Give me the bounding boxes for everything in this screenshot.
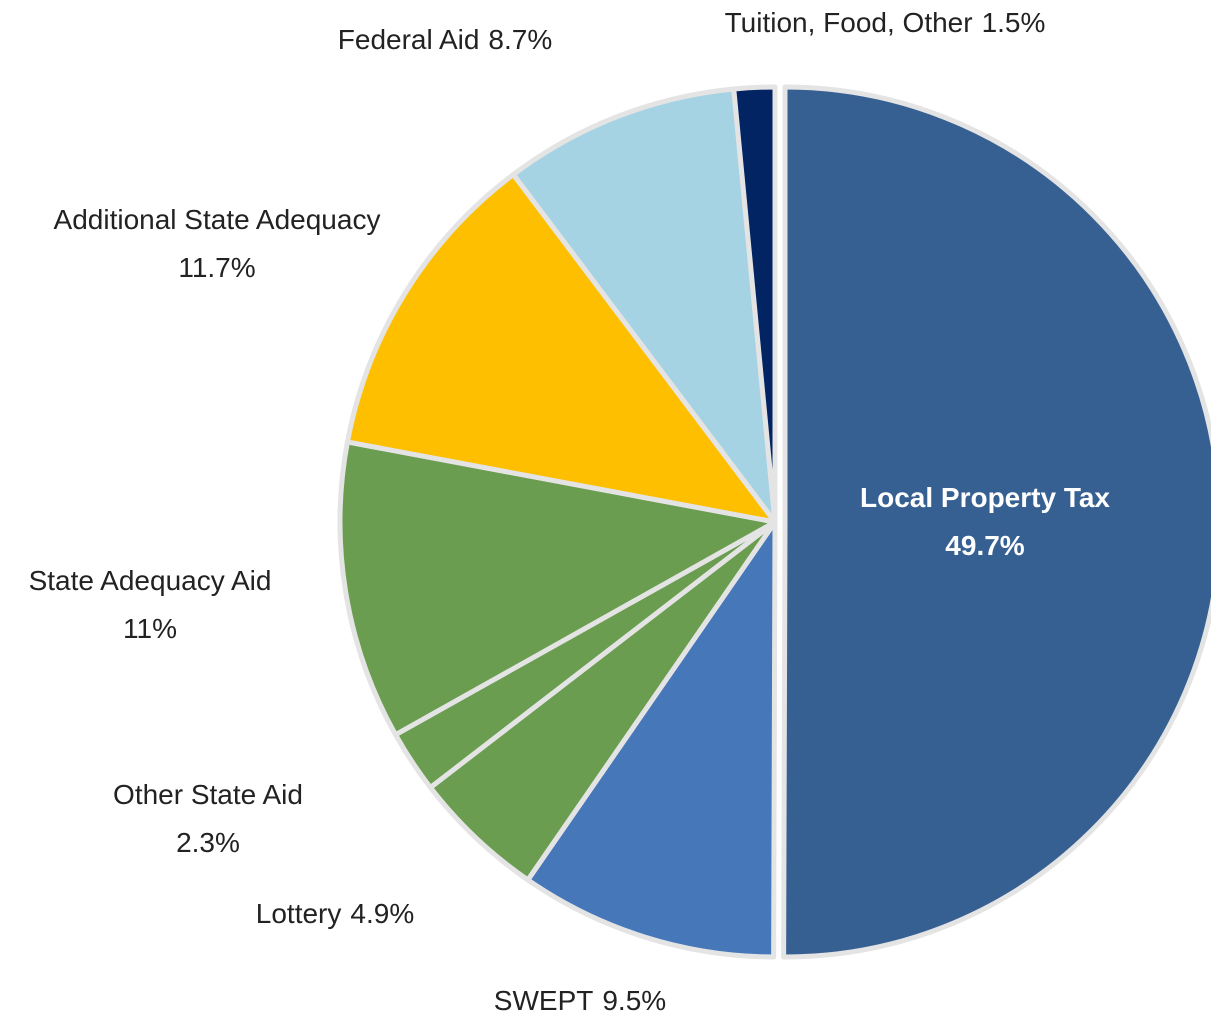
slice-label: SWEPT 9.5% [494, 985, 666, 1016]
value-label: 11% [123, 613, 177, 644]
value-label: 11.7% [178, 252, 255, 283]
category-label: Federal Aid [338, 24, 480, 55]
category-label: Lottery [256, 898, 342, 929]
slice-label: State Adequacy Aid 11% [29, 565, 272, 644]
value-label: 1.5% [982, 7, 1046, 38]
slice-label: Other State Aid 2.3% [113, 779, 303, 858]
slice-label: Lottery 4.9% [256, 898, 414, 929]
slice-label: Additional State Adequacy 11.7% [54, 204, 381, 283]
category-label: Local Property Tax [860, 482, 1110, 513]
pie-slice [525, 519, 778, 960]
slice-label: Federal Aid 8.7% [338, 24, 552, 55]
pie-slice [510, 86, 778, 525]
value-label: 4.9% [350, 898, 414, 929]
value-label: 8.7% [488, 24, 552, 55]
slice-label: Tuition, Food, Other 1.5% [725, 7, 1046, 38]
pie-slice [731, 84, 778, 525]
value-label: 49.7% [945, 530, 1024, 561]
category-label: Additional State Adequacy [54, 204, 381, 235]
category-label: Tuition, Food, Other [725, 7, 973, 38]
pie-slice [337, 439, 778, 738]
pie-slice [781, 84, 1211, 960]
value-label: 2.3% [176, 827, 240, 858]
pie-slice [344, 171, 778, 525]
slice-label: Local Property Tax 49.7% [860, 482, 1110, 561]
category-label: SWEPT [494, 985, 594, 1016]
category-label: Other State Aid [113, 779, 303, 810]
value-label: 9.5% [602, 985, 666, 1016]
category-label: State Adequacy Aid [29, 565, 272, 596]
